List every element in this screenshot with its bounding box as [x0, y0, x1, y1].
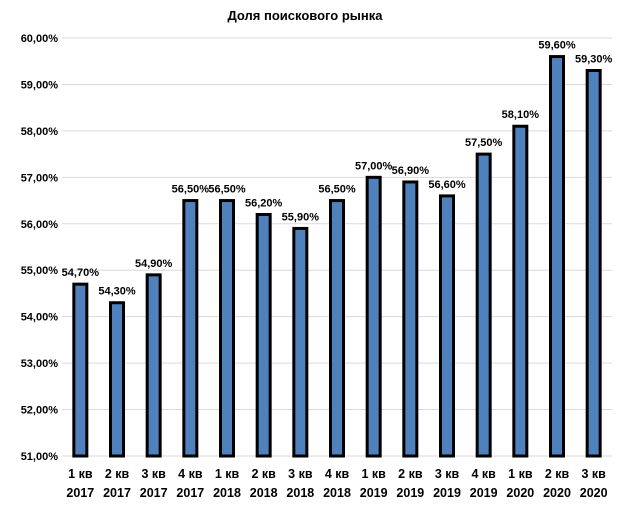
- bar: [72, 282, 89, 458]
- x-tick-label-year: 2017: [176, 486, 204, 500]
- data-label: 59,60%: [538, 40, 576, 52]
- data-label: 58,10%: [502, 109, 540, 121]
- bar: [219, 199, 235, 458]
- y-tick-label: 53,00%: [21, 358, 59, 370]
- x-axis: 1 кв 2017 2 кв 2017 3 кв 2017 4 кв 2017 1 кв 2018…: [66, 467, 607, 500]
- bar: [292, 226, 309, 458]
- data-label: 54,30%: [98, 286, 136, 298]
- x-tick-label-year: 2018: [286, 486, 314, 500]
- x-tick-label-year: 2018: [250, 486, 278, 500]
- x-tick-label-quarter: 4 кв: [471, 467, 496, 481]
- x-tick-label-year: 2018: [323, 486, 351, 500]
- x-tick-label-year: 2019: [360, 486, 388, 500]
- bar: [585, 69, 602, 458]
- bar: [512, 124, 529, 458]
- data-label: 57,00%: [355, 160, 393, 172]
- x-tick-label-year: 2020: [580, 486, 608, 500]
- data-label: 56,50%: [208, 184, 246, 196]
- y-tick-label: 57,00%: [21, 172, 59, 184]
- x-tick-label-quarter: 4 кв: [178, 467, 203, 481]
- x-tick-label-quarter: 3 кв: [435, 467, 460, 481]
- x-tick-label-quarter: 1 кв: [361, 467, 386, 481]
- data-label: 57,50%: [465, 137, 503, 149]
- y-tick-label: 56,00%: [21, 219, 59, 231]
- y-tick-label: 55,00%: [21, 265, 59, 277]
- bar: [145, 273, 162, 458]
- bar: [109, 301, 125, 458]
- x-tick-label-quarter: 4 кв: [325, 467, 350, 481]
- data-label: 56,50%: [318, 184, 356, 196]
- data-label: 54,90%: [135, 258, 173, 270]
- bar: [439, 194, 455, 458]
- chart-title: Доля поискового рынка: [228, 8, 384, 23]
- y-axis: 51,00% 52,00% 53,00% 54,00% 55,00% 56,00% 57,0…: [21, 33, 59, 463]
- data-label: 55,90%: [282, 211, 320, 223]
- data-label: 56,20%: [245, 197, 283, 209]
- data-label: 56,50%: [172, 184, 210, 196]
- y-tick-label: 54,00%: [21, 312, 59, 324]
- x-tick-label-quarter: 2 кв: [398, 467, 423, 481]
- x-tick-label-quarter: 3 кв: [141, 467, 166, 481]
- x-tick-label-year: 2017: [103, 486, 131, 500]
- x-tick-label-quarter: 3 кв: [288, 467, 313, 481]
- data-label: 54,70%: [62, 267, 100, 279]
- data-label: 59,30%: [575, 54, 613, 66]
- x-tick-label-quarter: 1 кв: [68, 467, 93, 481]
- bar: [549, 55, 565, 458]
- x-tick-label-quarter: 2 кв: [105, 467, 130, 481]
- data-label: 56,60%: [428, 179, 466, 191]
- x-tick-label-year: 2018: [213, 486, 241, 500]
- x-tick-label-year: 2019: [433, 486, 461, 500]
- x-tick-label-year: 2020: [506, 486, 534, 500]
- y-tick-label: 59,00%: [21, 79, 59, 91]
- x-tick-label-quarter: 2 кв: [545, 467, 570, 481]
- x-tick-label-quarter: 2 кв: [251, 467, 276, 481]
- y-tick-label: 58,00%: [21, 126, 59, 138]
- x-tick-label-year: 2020: [543, 486, 571, 500]
- y-tick-label: 52,00%: [21, 405, 59, 417]
- data-labels: 54,70%54,30%54,90%56,50% 56,50%56,20%55,9…: [62, 40, 613, 298]
- x-tick-label-year: 2019: [470, 486, 498, 500]
- x-tick-label-quarter: 3 кв: [581, 467, 606, 481]
- x-tick-label-year: 2019: [396, 486, 424, 500]
- bar: [475, 152, 492, 458]
- x-tick-label-quarter: 1 кв: [508, 467, 533, 481]
- bar: [365, 175, 382, 458]
- x-tick-label-quarter: 1 кв: [215, 467, 240, 481]
- x-tick-label-year: 2017: [66, 486, 94, 500]
- y-tick-label: 60,00%: [21, 33, 59, 45]
- data-label: 56,90%: [392, 165, 430, 177]
- y-tick-label: 51,00%: [21, 451, 59, 463]
- bar: [255, 212, 272, 458]
- bar: [402, 180, 419, 458]
- bar: [182, 199, 199, 458]
- bar: [329, 199, 345, 458]
- bars: [72, 55, 602, 458]
- x-tick-label-year: 2017: [140, 486, 168, 500]
